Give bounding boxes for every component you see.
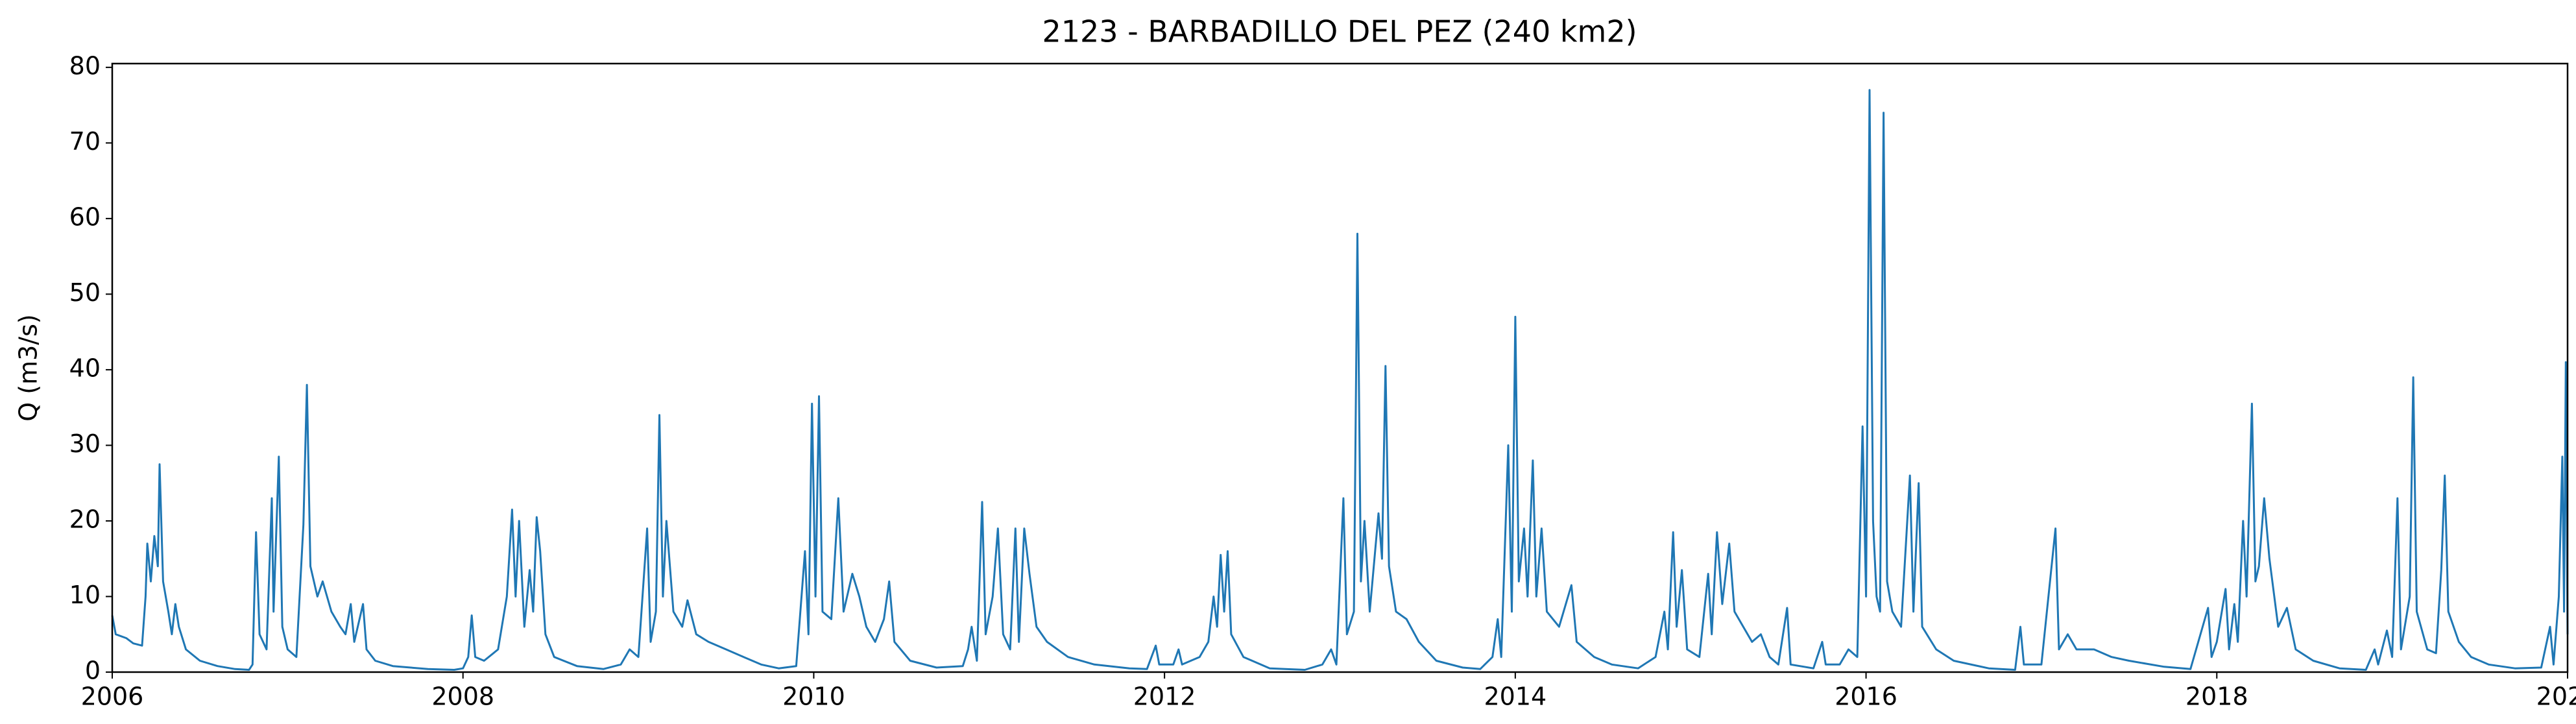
y-tick-label: 50: [69, 278, 101, 307]
y-tick-label: 30: [69, 429, 101, 458]
y-axis-label: Q (m3/s): [14, 314, 43, 421]
x-tick-label: 2008: [431, 682, 494, 711]
x-tick-label: 2010: [782, 682, 845, 711]
y-tick-label: 80: [69, 51, 101, 80]
flow-line: [111, 89, 2569, 671]
x-tick-label: 2006: [81, 682, 144, 711]
chart-title: 2123 - BARBADILLO DEL PEZ (240 km2): [1042, 14, 1637, 49]
y-tick-label: 60: [69, 202, 101, 231]
y-tick-label: 0: [85, 657, 101, 685]
y-tick-label: 70: [69, 127, 101, 156]
axes-frame: [111, 62, 2569, 673]
y-tick-label: 40: [69, 354, 101, 382]
x-tick-label: 2016: [1835, 682, 1897, 711]
y-tick-label: 10: [69, 581, 101, 609]
x-tick-label: 2020: [2536, 682, 2576, 711]
y-tick-label: 20: [69, 505, 101, 533]
x-tick-label: 2012: [1133, 682, 1196, 711]
x-tick-label: 2018: [2185, 682, 2248, 711]
x-tick-label: 2014: [1484, 682, 1547, 711]
